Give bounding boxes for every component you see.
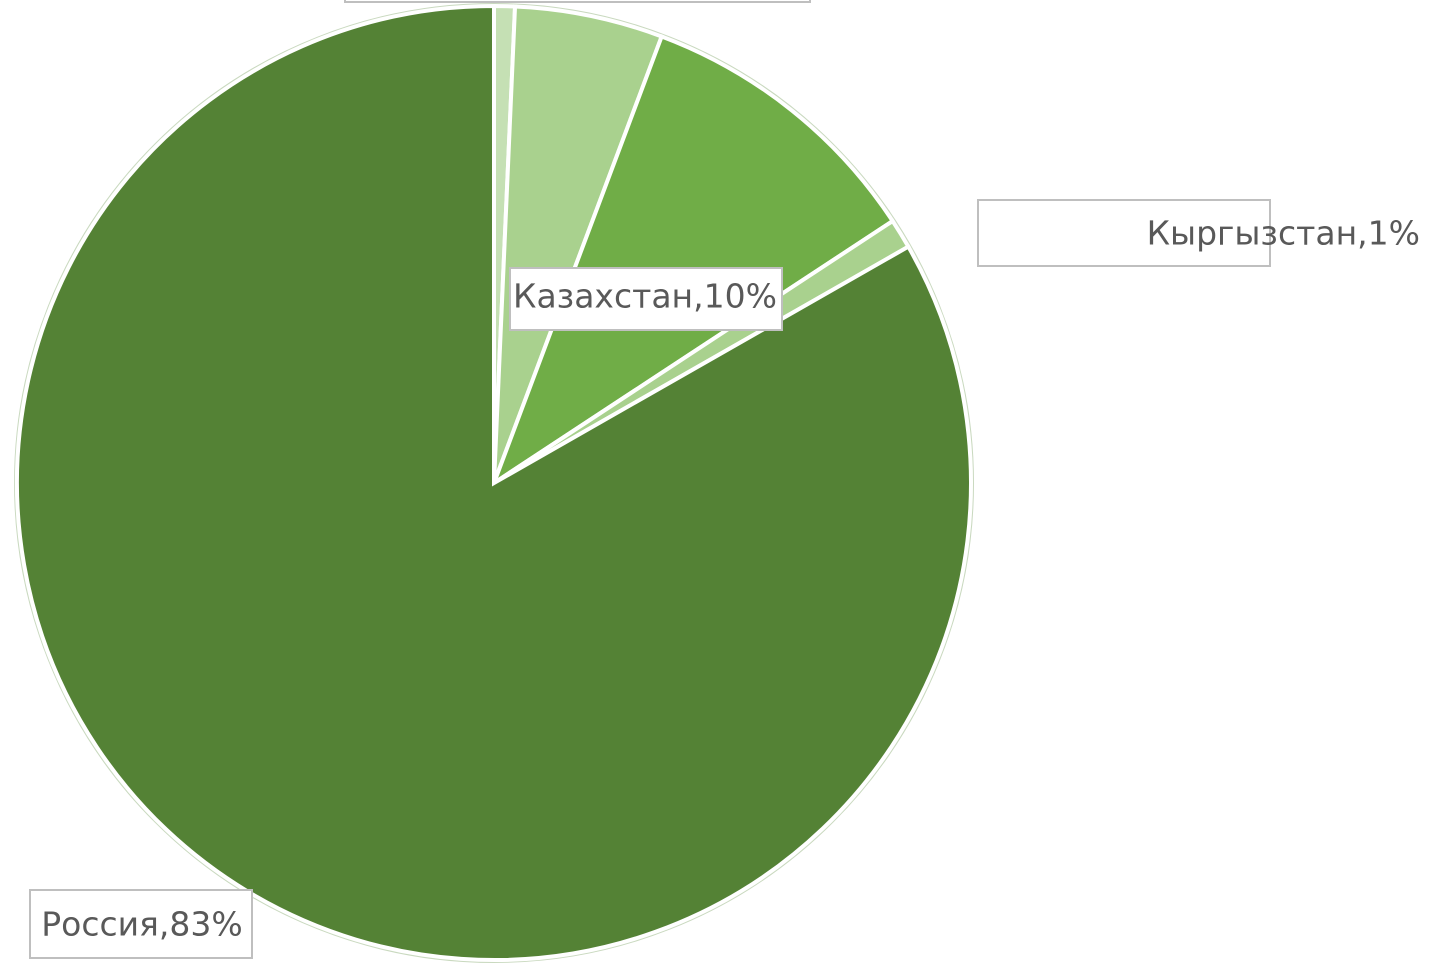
label-box [29, 889, 253, 959]
pie-slice [15, 3, 973, 962]
pie-slice [492, 4, 665, 484]
data-label: Казахстан,10% [513, 277, 777, 316]
label-box [509, 267, 783, 331]
label-box [977, 199, 1271, 267]
cut-off-label-box [344, 0, 811, 3]
data-label: Кыргызстан,1% [1147, 214, 1420, 253]
data-label: Россия,83% [41, 905, 243, 944]
pie-slice [489, 33, 896, 489]
